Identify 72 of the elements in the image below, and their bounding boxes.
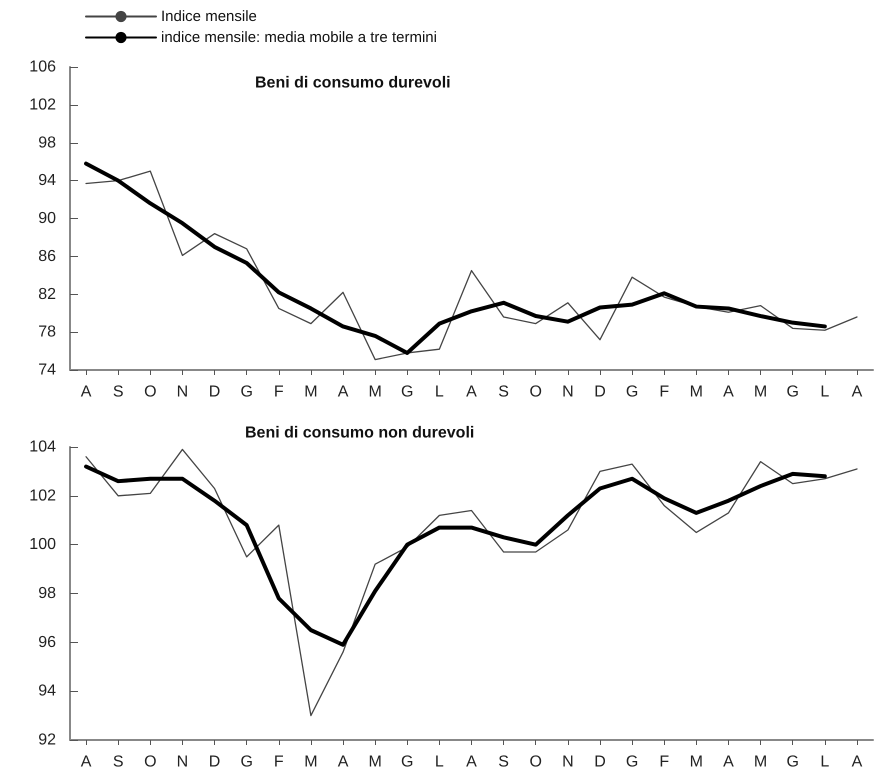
x-tick-label: L (820, 384, 830, 400)
x-tick-label: M (304, 754, 318, 770)
y-tick-label: 102 (29, 487, 56, 504)
legend-label: indice mensile: media mobile a tre termini (161, 29, 437, 46)
x-tick-label: S (498, 754, 509, 770)
y-tick-label: 102 (29, 96, 56, 114)
y-tick-label: 96 (38, 634, 56, 651)
x-tick-label: O (144, 754, 157, 770)
x-tick-label: M (690, 384, 704, 400)
x-tick-label: D (208, 384, 220, 400)
x-tick-label: A (80, 754, 92, 770)
x-tick-label: L (434, 754, 444, 770)
x-tick-label: N (562, 384, 574, 400)
y-tick-label: 106 (29, 58, 56, 76)
x-tick-label: A (466, 754, 478, 770)
x-tick-label: A (80, 384, 92, 400)
chart-title: Beni di consumo non durevoli (245, 424, 474, 442)
x-tick-label: A (723, 754, 734, 770)
line-series (85, 448, 858, 716)
x-tick-label: O (530, 384, 542, 400)
y-tick-label: 94 (38, 172, 56, 190)
x-tick-label: O (530, 754, 542, 770)
x-tick-label: L (434, 384, 444, 400)
x-tick-label: A (852, 384, 863, 400)
y-tick-label: 94 (38, 682, 56, 700)
x-tick-label: G (626, 384, 638, 400)
x-tick-label: G (240, 384, 253, 400)
x-tick-label: D (208, 754, 220, 770)
x-tick-label: A (852, 754, 863, 770)
x-tick-label: M (368, 384, 382, 400)
x-tick-label: G (401, 384, 414, 400)
x-tick-label: M (754, 384, 768, 400)
x-tick-label: N (176, 754, 188, 770)
x-tick-label: S (498, 384, 509, 400)
y-tick-label: 92 (38, 732, 56, 748)
x-tick-label: N (562, 754, 574, 770)
x-tick-label: S (112, 754, 124, 770)
x-tick-label: D (594, 754, 606, 770)
y-tick-label: 98 (38, 134, 56, 152)
y-tick-label: 74 (38, 362, 56, 378)
x-tick-label: M (304, 384, 318, 400)
y-tick-label: 82 (38, 286, 56, 303)
x-tick-label: M (368, 754, 382, 770)
x-tick-label: G (786, 384, 799, 400)
x-tick-label: A (723, 384, 734, 400)
x-tick-label: G (401, 754, 414, 770)
x-tick-label: G (626, 754, 638, 770)
y-tick-label: 98 (38, 585, 56, 602)
x-tick-label: G (240, 754, 253, 770)
x-tick-label: L (820, 754, 830, 770)
y-tick-label: 104 (29, 438, 56, 456)
x-tick-label: M (754, 754, 768, 770)
y-tick-label: 86 (38, 248, 56, 265)
x-tick-label: A (466, 384, 478, 400)
y-tick-label: 100 (29, 536, 56, 554)
x-tick-label: M (690, 754, 704, 770)
x-tick-label: F (659, 384, 670, 400)
x-tick-label: A (338, 384, 349, 400)
legend-label: Indice mensile (161, 8, 257, 25)
y-tick-label: 90 (38, 210, 56, 227)
x-tick-label: S (112, 384, 124, 400)
y-tick-label: 78 (38, 324, 56, 341)
x-tick-label: O (144, 384, 157, 400)
x-tick-label: A (338, 754, 349, 770)
x-tick-label: F (274, 754, 284, 770)
x-tick-label: G (786, 754, 799, 770)
x-tick-label: F (659, 754, 670, 770)
chart-title: Beni di consumo durevoli (255, 74, 451, 92)
x-tick-label: D (594, 384, 606, 400)
x-tick-label: N (176, 384, 188, 400)
x-tick-label: F (274, 384, 284, 400)
line-series (84, 464, 827, 647)
